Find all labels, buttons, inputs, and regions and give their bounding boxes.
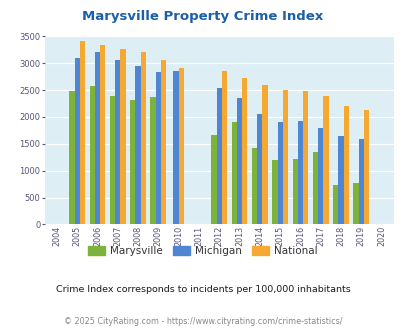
Bar (150, 97, 156, 224)
Bar (332, 185, 338, 224)
Bar (358, 140, 363, 224)
Bar (352, 183, 358, 224)
Bar (297, 121, 303, 224)
Bar (271, 160, 277, 224)
Bar (135, 66, 140, 224)
Bar (216, 88, 221, 224)
Bar (115, 60, 120, 224)
Text: Crime Index corresponds to incidents per 100,000 inhabitants: Crime Index corresponds to incidents per… (55, 285, 350, 294)
Bar (312, 152, 318, 224)
Bar (257, 114, 262, 224)
Bar (211, 135, 216, 224)
Bar (277, 122, 282, 224)
Bar (75, 58, 79, 224)
Bar (109, 96, 115, 224)
Bar (318, 128, 323, 224)
Bar (282, 90, 288, 224)
Bar (160, 60, 166, 224)
Bar (237, 98, 242, 224)
Bar (251, 148, 257, 224)
Text: Marysville Property Crime Index: Marysville Property Crime Index (82, 10, 323, 23)
Bar (89, 86, 95, 224)
Bar (120, 49, 126, 224)
Bar (292, 159, 297, 224)
Bar (241, 78, 247, 224)
Bar (173, 71, 178, 224)
Bar (95, 52, 100, 224)
Bar (338, 136, 343, 224)
Bar (156, 72, 160, 224)
Bar (79, 41, 85, 224)
Legend: Marysville, Michigan, National: Marysville, Michigan, National (84, 242, 321, 260)
Bar (343, 106, 348, 224)
Text: © 2025 CityRating.com - https://www.cityrating.com/crime-statistics/: © 2025 CityRating.com - https://www.city… (64, 317, 341, 326)
Bar (178, 68, 183, 224)
Bar (322, 96, 328, 224)
Bar (363, 111, 369, 224)
Bar (221, 71, 227, 224)
Bar (69, 91, 75, 224)
Bar (231, 122, 236, 224)
Bar (262, 85, 267, 224)
Bar (130, 100, 135, 224)
Bar (302, 91, 308, 224)
Bar (100, 45, 105, 224)
Bar (140, 52, 146, 224)
